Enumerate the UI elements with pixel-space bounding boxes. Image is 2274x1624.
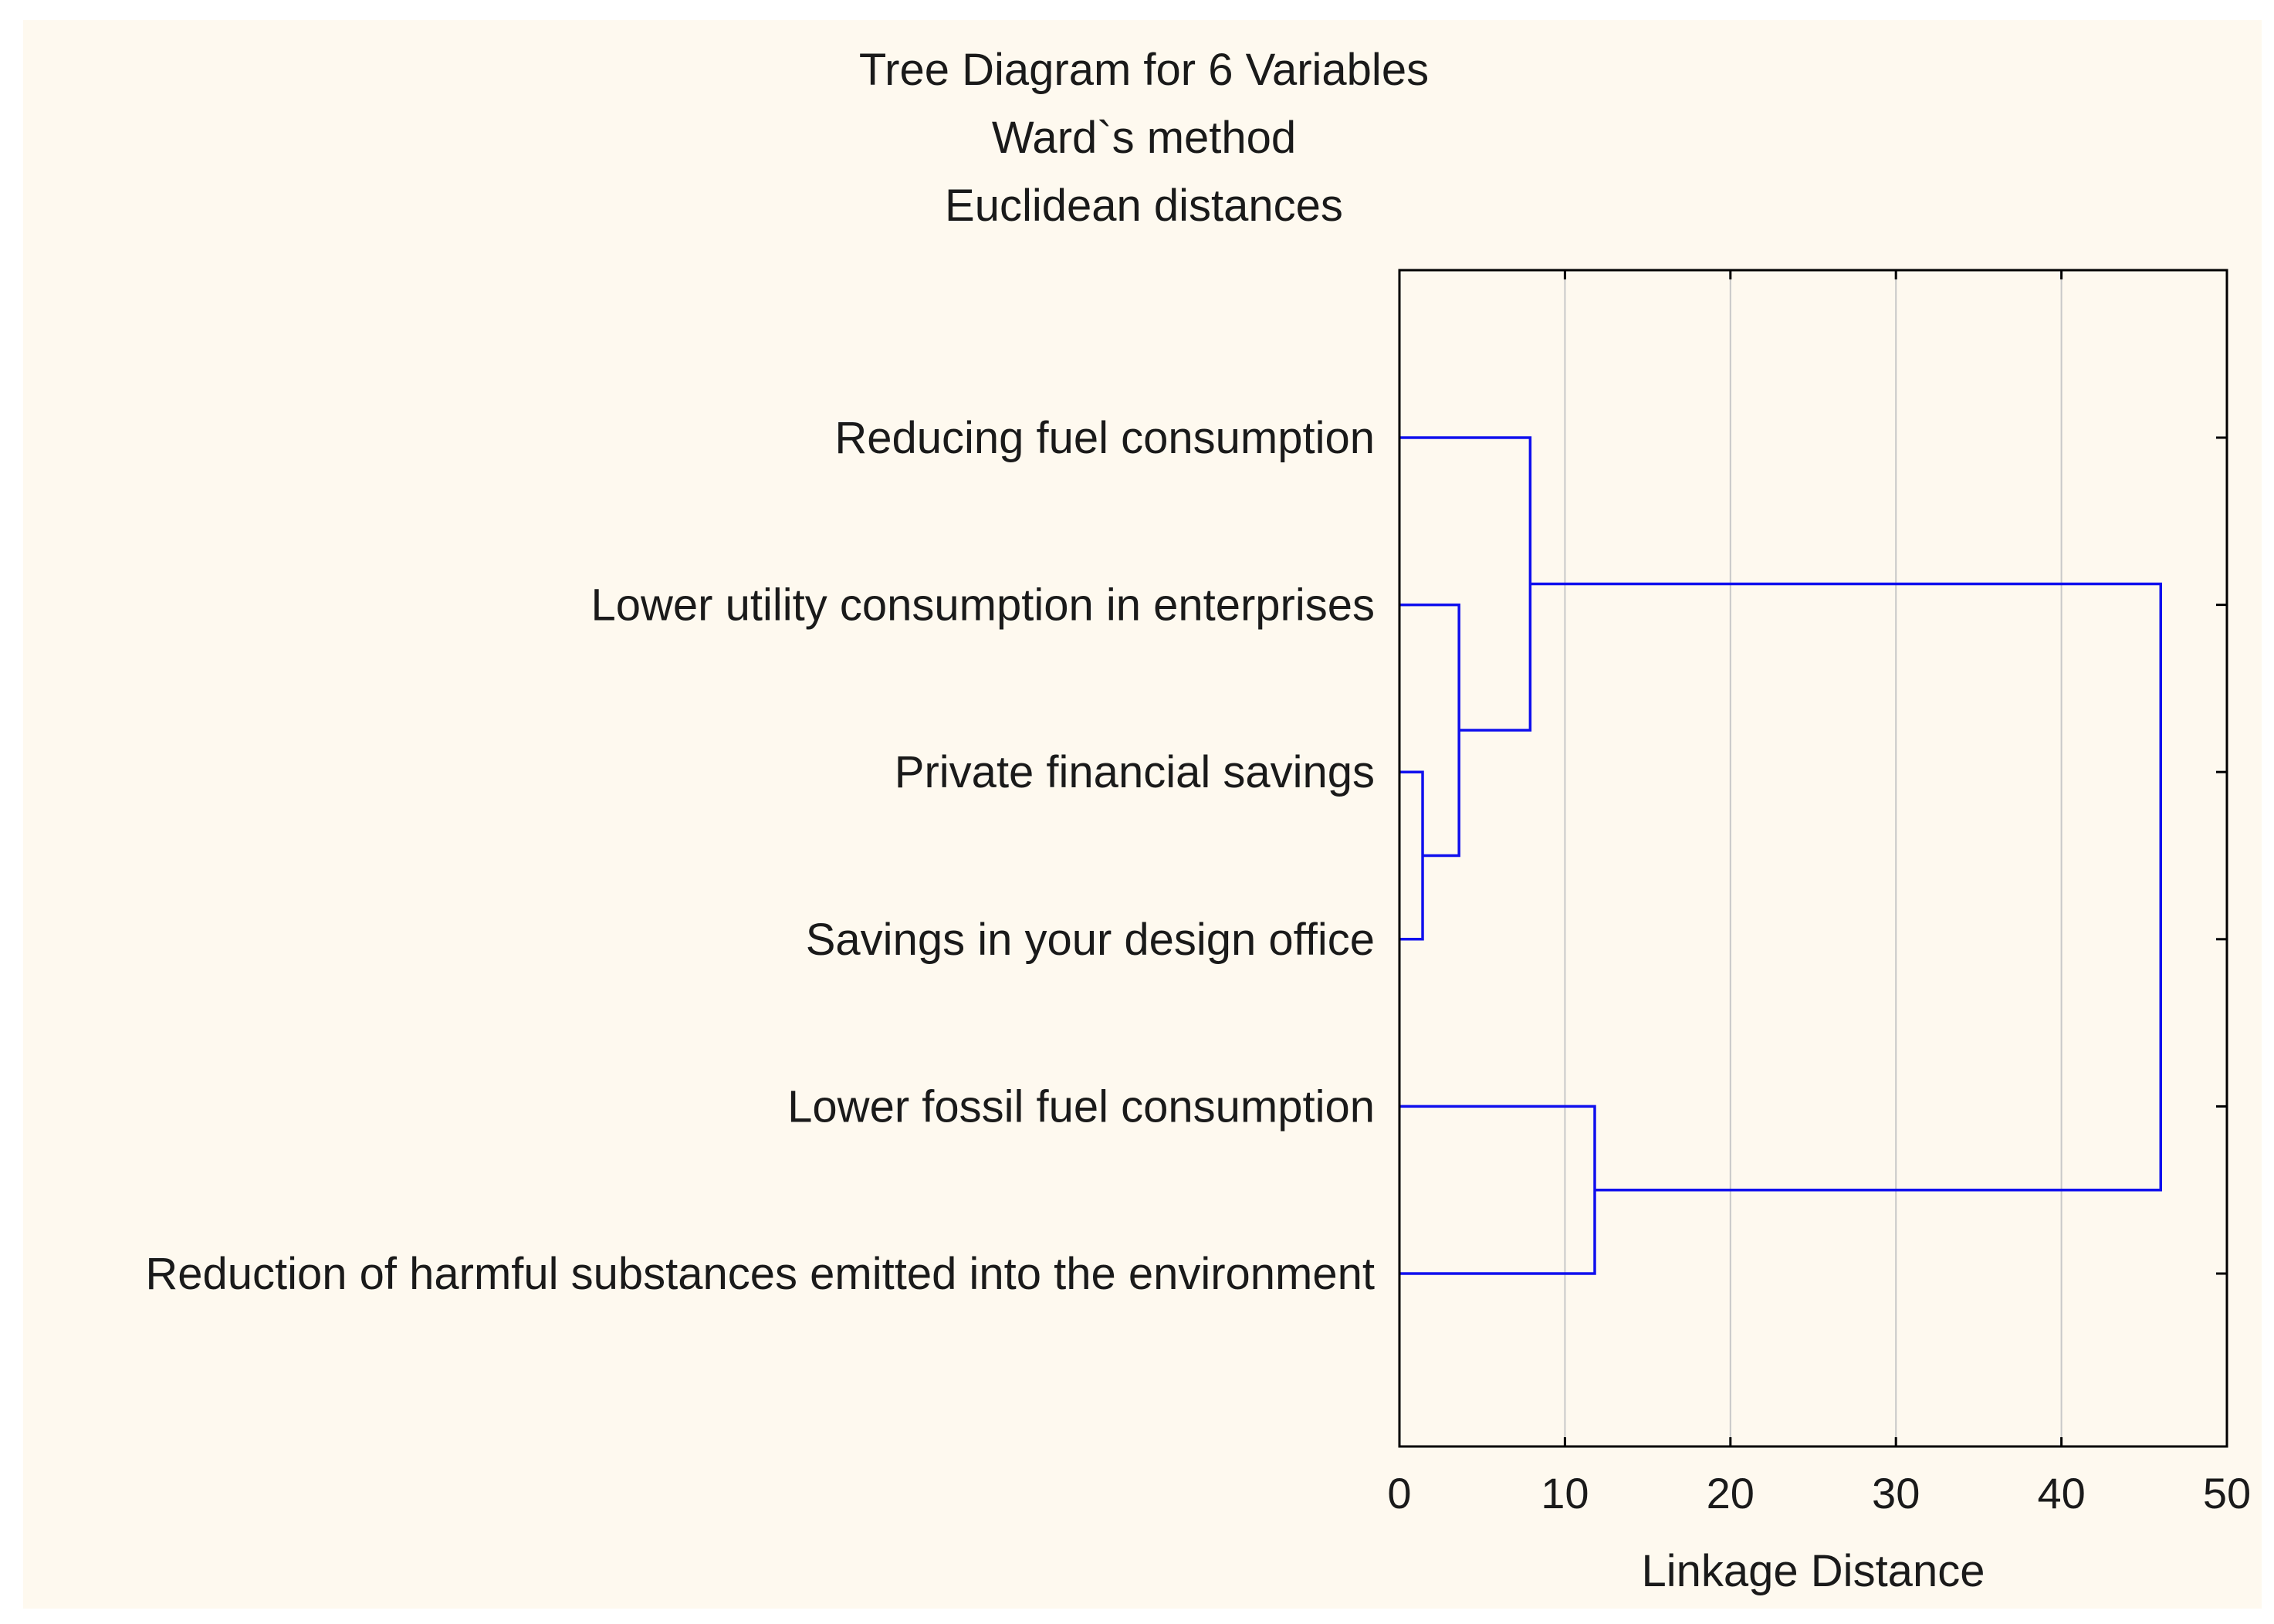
merge-link-2 (1399, 436, 1532, 732)
axis-ticks: 0 10 20 30 40 50 (1387, 270, 2251, 1517)
gridlines (1564, 270, 2063, 1446)
leaf-label-4: Lower fossil fuel consumption (787, 1081, 1375, 1132)
dendrogram-links (1399, 436, 2162, 1275)
chart-subtitle-distance: Euclidean distances (945, 181, 1343, 231)
x-tick-label-0: 0 (1387, 1469, 1411, 1517)
leaf-label-0: Reducing fuel consumption (834, 413, 1375, 463)
x-tick-label-10: 10 (1541, 1469, 1589, 1517)
x-tick-label-40: 40 (2037, 1469, 2085, 1517)
x-tick-label-50: 50 (2203, 1469, 2251, 1517)
leaf-label-5: Reduction of harmful substances emitted … (145, 1249, 1375, 1299)
merge-link-0 (1399, 770, 1424, 941)
chart-title: Tree Diagram for 6 Variables (859, 45, 1429, 95)
plot-frame (1398, 269, 2228, 1448)
merge-link-1 (1399, 603, 1460, 858)
leaf-label-1: Lower utility consumption in enterprises (591, 580, 1375, 631)
x-tick-label-30: 30 (1872, 1469, 1920, 1517)
merge-link-4 (1530, 582, 2162, 1192)
chart-subtitle-method: Ward`s method (992, 113, 1296, 163)
leaf-label-2: Private financial savings (895, 747, 1375, 797)
x-axis-label: Linkage Distance (1642, 1546, 1985, 1596)
leaf-label-3: Savings in your design office (806, 915, 1375, 965)
leaf-labels: Reducing fuel consumption Lower utility c… (145, 413, 1375, 1299)
x-tick-label-20: 20 (1707, 1469, 1755, 1517)
figure-background (23, 20, 2262, 1609)
